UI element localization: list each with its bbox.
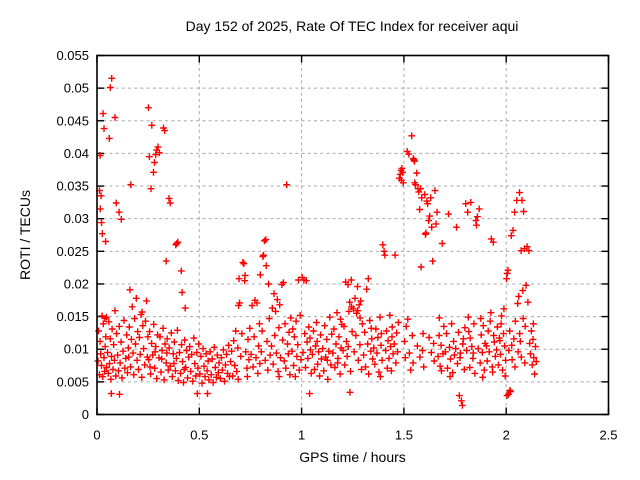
y-tick-label: 0.035 xyxy=(56,179,89,194)
y-tick-label: 0.01 xyxy=(64,342,89,357)
x-axis-label: GPS time / hours xyxy=(299,449,406,465)
grid-lines xyxy=(97,55,609,415)
plot-border xyxy=(96,54,610,416)
data-points xyxy=(94,74,540,409)
tick-labels: 0 0.5 1 1.5 2 2.5 0 0.005 0.01 0.015 0.02 0.025 0.03… xyxy=(56,48,617,443)
x-tick-label: 2.5 xyxy=(599,428,617,443)
x-tick-label: 0 xyxy=(93,428,100,443)
x-tick-label: 1.5 xyxy=(395,428,413,443)
y-tick-label: 0.04 xyxy=(64,146,89,161)
y-tick-label: 0.05 xyxy=(64,81,89,96)
scatter-series-ROTI xyxy=(94,74,540,409)
chart-title: Day 152 of 2025, Rate Of TEC Index for r… xyxy=(186,18,519,34)
y-tick-label: 0.015 xyxy=(56,309,89,324)
y-tick-label: 0.02 xyxy=(64,276,89,291)
x-tick-label: 1 xyxy=(298,428,305,443)
y-tick-label: 0.005 xyxy=(56,374,89,389)
y-tick-label: 0.055 xyxy=(56,48,89,63)
x-tick-label: 0.5 xyxy=(190,428,208,443)
y-tick-label: 0.03 xyxy=(64,211,89,226)
x-tick-label: 2 xyxy=(503,428,510,443)
y-axis-label: ROTI / TECUs xyxy=(17,190,33,280)
y-tick-label: 0 xyxy=(82,407,89,422)
y-tick-label: 0.045 xyxy=(56,113,89,128)
y-tick-label: 0.025 xyxy=(56,244,89,259)
